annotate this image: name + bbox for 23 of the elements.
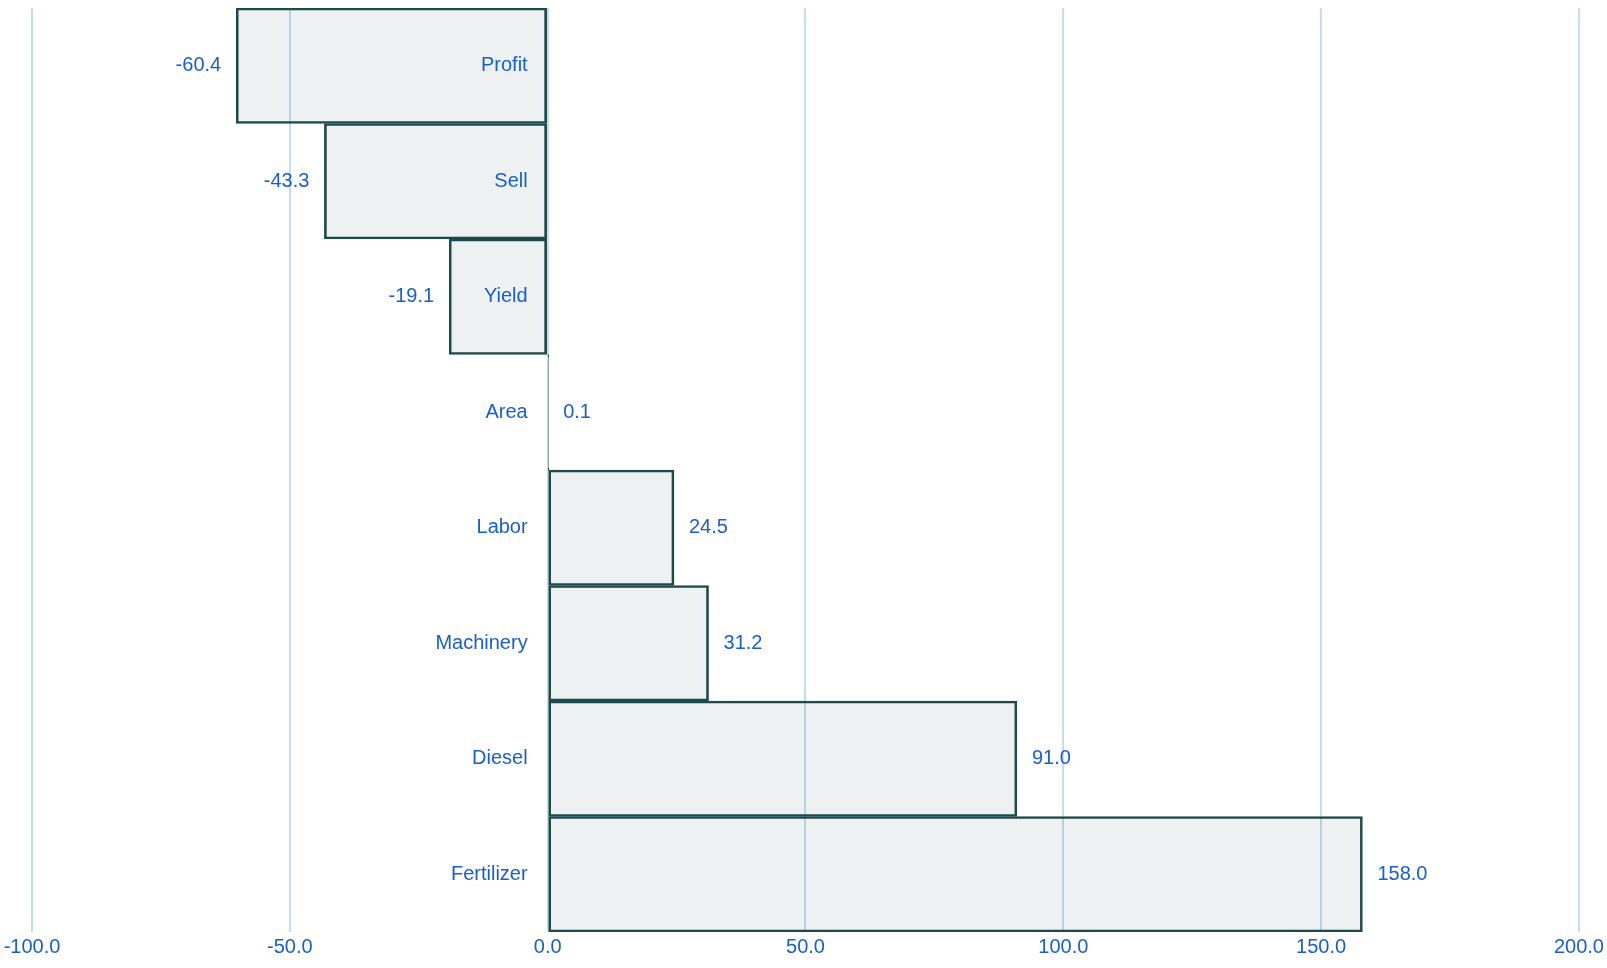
y-tick-label: Diesel: [472, 746, 528, 769]
y-tick-label: Profit: [480, 53, 529, 76]
x-tick-label: 50.0: [786, 934, 825, 957]
data-label: 24.5: [688, 515, 728, 538]
x-tick-label: 100.0: [1038, 934, 1089, 957]
y-tick-label: Area: [485, 399, 529, 422]
x-tick-label: 0.0: [533, 934, 562, 957]
data-label: -19.1: [388, 284, 435, 307]
data-label: 31.2: [723, 630, 763, 653]
y-tick-label: Fertilizer: [450, 861, 528, 884]
data-label: 91.0: [1031, 746, 1071, 769]
x-tick-label: 200.0: [1553, 934, 1605, 957]
data-label: 158.0: [1377, 861, 1428, 884]
data-label: 0.1: [563, 399, 591, 422]
data-label: -43.3: [263, 168, 310, 191]
x-tick-label: -100.0: [3, 934, 61, 957]
y-tick-label: Yield: [483, 284, 528, 307]
x-tick-label: 150.0: [1296, 934, 1347, 957]
y-tick-label: Machinery: [435, 630, 528, 653]
data-label: -60.4: [175, 53, 222, 76]
y-tick-label: Sell: [494, 168, 528, 191]
y-tick-label: Labor: [476, 515, 528, 538]
x-tick-label: -50.0: [267, 934, 313, 957]
